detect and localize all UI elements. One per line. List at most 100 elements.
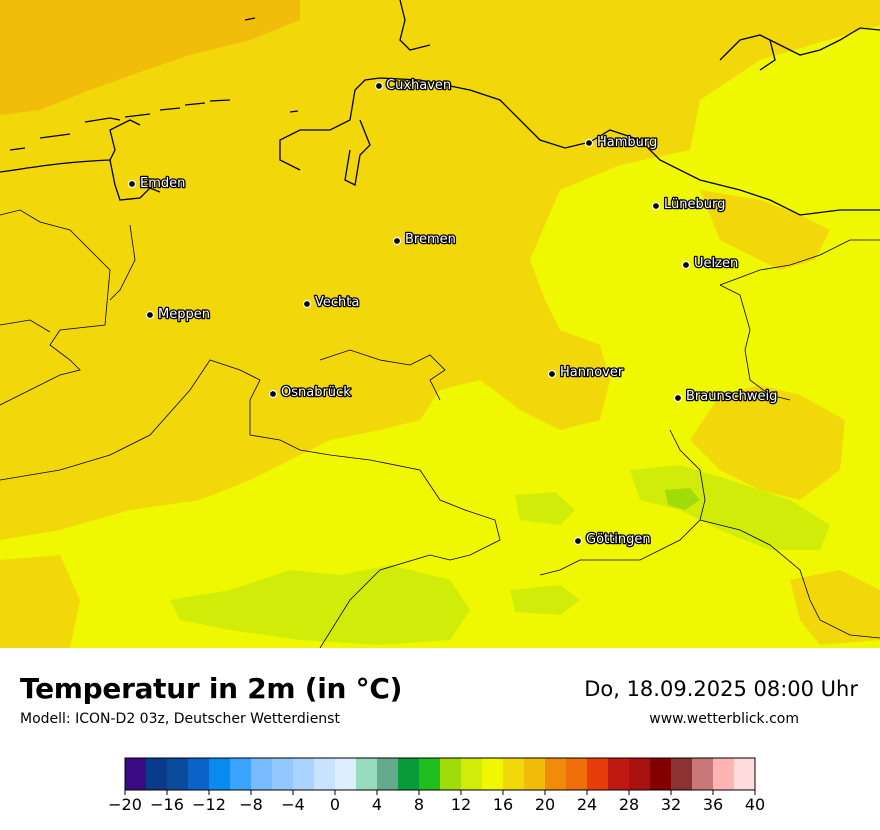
colorbar-tick-label: 0 xyxy=(330,795,340,814)
city-label-meppen: Meppen xyxy=(158,307,210,322)
city-dot xyxy=(673,393,683,403)
colorbar-swatch xyxy=(503,758,525,790)
temp-field-18-20-east xyxy=(700,190,830,270)
colorbar-tick-label: −16 xyxy=(150,795,184,814)
city-dot xyxy=(392,236,402,246)
colorbar-swatches xyxy=(125,758,756,790)
colorbar-swatch xyxy=(188,758,210,790)
forecast-datetime: Do, 18.09.2025 08:00 Uhr xyxy=(584,677,858,701)
temp-field-14-16-mid xyxy=(515,492,575,525)
city-goettingen[interactable]: Göttingen xyxy=(573,531,652,548)
colorbar-swatch xyxy=(566,758,588,790)
colorbar-swatch xyxy=(482,758,504,790)
colorbar-swatch xyxy=(440,758,462,790)
city-label-emden: Emden xyxy=(140,176,185,191)
city-label-hannover: Hannover xyxy=(560,365,624,380)
city-dot xyxy=(573,536,583,546)
city-uelzen[interactable]: Uelzen xyxy=(681,255,739,272)
colorbar-legend: −20 −16 −12 −8 −4 0 4 8 12 16 20 24 28 32 36 40 xyxy=(105,756,775,826)
city-hamburg[interactable]: Hamburg xyxy=(584,134,659,151)
city-vechta[interactable]: Vechta xyxy=(302,294,361,311)
colorbar-swatch xyxy=(671,758,693,790)
islands xyxy=(9,17,299,151)
city-bremen[interactable]: Bremen xyxy=(392,231,457,248)
map-canvas: Cuxhaven Hamburg Emden Lüneburg Bremen U… xyxy=(0,0,880,648)
colorbar-swatch xyxy=(167,758,189,790)
city-dot xyxy=(302,299,312,309)
city-label-braunschweig: Braunschweig xyxy=(686,389,777,404)
temp-field-14-16 xyxy=(630,465,830,550)
colorbar-tick-label: 12 xyxy=(451,795,471,814)
temp-field-18-20-se xyxy=(790,570,880,645)
temp-field-20-22 xyxy=(0,0,300,115)
colorbar-tick-label: −12 xyxy=(192,795,226,814)
city-meppen[interactable]: Meppen xyxy=(145,306,211,323)
colorbar-swatch xyxy=(398,758,420,790)
model-info: Modell: ICON-D2 03z, Deutscher Wetterdie… xyxy=(20,711,340,727)
temp-field-18-20-sw xyxy=(0,555,80,648)
colorbar-swatch xyxy=(125,758,147,790)
city-braunschweig[interactable]: Braunschweig xyxy=(673,388,779,405)
colorbar-swatch xyxy=(335,758,357,790)
city-label-vechta: Vechta xyxy=(315,295,359,310)
city-dot xyxy=(374,81,384,91)
coastline xyxy=(0,0,880,216)
city-lueneburg[interactable]: Lüneburg xyxy=(651,196,727,213)
temperature-map[interactable]: Cuxhaven Hamburg Emden Lüneburg Bremen U… xyxy=(0,0,880,648)
city-dot xyxy=(145,310,155,320)
city-label-cuxhaven: Cuxhaven xyxy=(386,78,451,93)
city-dot xyxy=(584,138,594,148)
city-label-goettingen: Göttingen xyxy=(586,532,651,547)
colorbar-swatch xyxy=(587,758,609,790)
city-dot xyxy=(651,201,661,211)
colorbar-tick-label: 24 xyxy=(577,795,597,814)
colorbar-swatch xyxy=(293,758,315,790)
city-dot xyxy=(268,389,278,399)
city-label-uelzen: Uelzen xyxy=(694,256,738,271)
city-label-osnabrueck: Osnabrück xyxy=(281,385,351,400)
city-label-lueneburg: Lüneburg xyxy=(664,197,725,212)
colorbar-tick-label: 28 xyxy=(619,795,639,814)
temp-field-18-20 xyxy=(0,0,880,540)
city-cuxhaven[interactable]: Cuxhaven xyxy=(374,77,452,94)
colorbar-tick-label: 36 xyxy=(703,795,723,814)
state-borders xyxy=(0,209,880,648)
colorbar-ticks: −20 −16 −12 −8 −4 0 4 8 12 16 20 24 28 32 36 40 xyxy=(108,790,765,814)
colorbar-tick-label: 16 xyxy=(493,795,513,814)
colorbar-swatch xyxy=(629,758,651,790)
city-dot xyxy=(681,260,691,270)
colorbar-svg: −20 −16 −12 −8 −4 0 4 8 12 16 20 24 28 32 36 40 xyxy=(108,757,765,814)
colorbar-tick-label: 20 xyxy=(535,795,555,814)
city-emden[interactable]: Emden xyxy=(127,175,187,192)
city-dot xyxy=(547,369,557,379)
colorbar-swatch xyxy=(461,758,483,790)
colorbar-tick-label: −4 xyxy=(281,795,305,814)
colorbar-swatch xyxy=(146,758,168,790)
colorbar-swatch xyxy=(230,758,252,790)
map-title: Temperatur in 2m (in °C) xyxy=(20,672,403,705)
colorbar-swatch xyxy=(272,758,294,790)
city-hannover[interactable]: Hannover xyxy=(547,364,625,381)
colorbar-swatch xyxy=(734,758,756,790)
colorbar-tick-label: 8 xyxy=(414,795,424,814)
city-dot xyxy=(127,179,137,189)
city-osnabrueck[interactable]: Osnabrück xyxy=(268,384,352,401)
colorbar-swatch xyxy=(356,758,378,790)
colorbar-swatch xyxy=(692,758,714,790)
temp-field-18-20-south xyxy=(690,385,845,500)
colorbar-swatch xyxy=(314,758,336,790)
city-label-bremen: Bremen xyxy=(405,232,456,247)
city-label-hamburg: Hamburg xyxy=(597,135,657,150)
colorbar-swatch xyxy=(209,758,231,790)
colorbar-swatch xyxy=(713,758,735,790)
city-markers: Cuxhaven Hamburg Emden Lüneburg Bremen U… xyxy=(127,77,779,548)
temp-field-14-16-se xyxy=(510,585,580,615)
colorbar-swatch xyxy=(419,758,441,790)
colorbar-swatch xyxy=(650,758,672,790)
colorbar-tick-label: −20 xyxy=(108,795,142,814)
colorbar-swatch xyxy=(545,758,567,790)
website-link[interactable]: www.wetterblick.com xyxy=(649,711,799,727)
colorbar-tick-label: 4 xyxy=(372,795,382,814)
colorbar-frame xyxy=(124,757,756,791)
colorbar-tick-label: 40 xyxy=(745,795,765,814)
